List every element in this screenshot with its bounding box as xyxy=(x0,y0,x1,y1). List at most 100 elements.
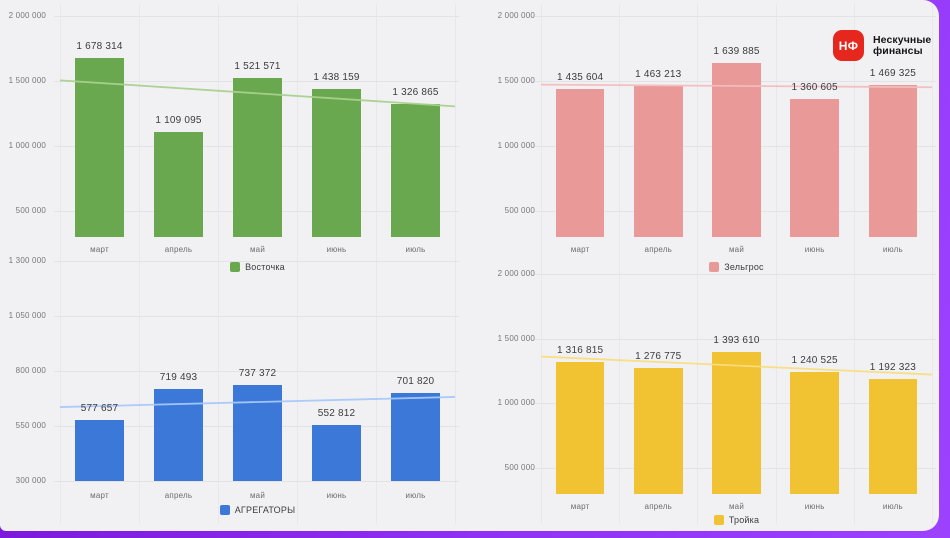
bar-value-label: 1 316 815 xyxy=(556,345,604,357)
horizontal-gridline xyxy=(54,481,459,482)
bar-value-label: 1 521 571 xyxy=(234,61,281,73)
bar-июль xyxy=(391,392,440,481)
vertical-gridline xyxy=(853,251,855,524)
bar-июль xyxy=(868,84,918,237)
legend-2: Зельгрос xyxy=(541,261,932,273)
bar-value-label: 1 326 865 xyxy=(392,86,439,98)
bar-май xyxy=(233,78,282,237)
y-axis-tick-label: 1 050 000 xyxy=(8,311,46,320)
bar-июнь xyxy=(790,372,839,494)
bar-июль xyxy=(391,103,440,237)
legend-1: Восточка xyxy=(60,261,455,273)
bar-value-label: 1 276 775 xyxy=(635,350,682,362)
horizontal-gridline xyxy=(54,261,459,262)
y-axis-tick-label: 2 000 000 xyxy=(497,269,535,278)
category-label: июль xyxy=(405,491,426,500)
bar-value-label: 1 360 605 xyxy=(791,82,838,94)
bar-value-label: 1 678 314 xyxy=(76,40,123,52)
category-label: июнь xyxy=(326,491,347,500)
category-label: май xyxy=(728,245,744,254)
category-label: июнь xyxy=(804,502,825,511)
vertical-gridline xyxy=(297,4,298,251)
brand-logo: НФ Нескучные финансы xyxy=(833,30,931,61)
bar-value-label: 1 438 159 xyxy=(313,72,360,84)
bar-июнь xyxy=(790,99,839,237)
y-axis-tick-label: 2 000 000 xyxy=(497,11,535,20)
horizontal-gridline xyxy=(535,274,936,275)
vertical-gridline xyxy=(932,4,933,251)
legend-swatch xyxy=(230,262,241,272)
vertical-gridline xyxy=(697,4,699,251)
bar-май xyxy=(233,384,282,481)
vertical-gridline xyxy=(297,251,298,524)
legend-swatch xyxy=(713,515,724,525)
y-axis-tick-label: 2 000 000 xyxy=(8,11,46,20)
brand-name: Нескучные финансы xyxy=(873,33,932,57)
bar-value-label: 1 639 885 xyxy=(713,45,760,57)
bar-value-label: 1 192 323 xyxy=(869,361,917,373)
vertical-gridline xyxy=(541,251,542,524)
category-label: апрель xyxy=(164,245,193,254)
vertical-gridline xyxy=(619,4,621,251)
category-label: июнь xyxy=(804,245,825,254)
category-label: март xyxy=(570,502,590,511)
bar-value-label: 1 435 604 xyxy=(556,72,604,84)
bar-май xyxy=(712,352,761,494)
vertical-gridline xyxy=(139,4,140,251)
category-label: март xyxy=(90,245,109,254)
vertical-gridline xyxy=(60,251,61,524)
vertical-gridline xyxy=(541,4,542,251)
category-label: июль xyxy=(405,245,426,254)
bar-март xyxy=(75,57,124,237)
bar-value-label: 701 820 xyxy=(396,375,435,387)
bar-март xyxy=(75,419,124,481)
category-label: март xyxy=(570,245,590,254)
legend-label: Восточка xyxy=(245,262,285,272)
legend-3: АГРЕГАТОРЫ xyxy=(60,504,455,516)
y-axis-tick-label: 800 000 xyxy=(15,366,46,375)
bar-апрель xyxy=(154,388,203,481)
horizontal-gridline xyxy=(54,16,459,17)
brand-name-line1: Нескучные xyxy=(873,33,932,46)
vertical-gridline xyxy=(697,251,699,524)
legend-label: Зельгрос xyxy=(724,262,764,272)
category-label: май xyxy=(249,245,266,254)
bar-value-label: 1 109 095 xyxy=(155,114,202,126)
bar-value-label: 1 463 213 xyxy=(635,68,682,80)
vertical-gridline xyxy=(775,4,777,251)
y-axis-tick-label: 1 000 000 xyxy=(497,398,535,408)
vertical-gridline xyxy=(619,251,621,524)
y-axis-tick-label: 1 500 000 xyxy=(497,333,535,343)
category-label: апрель xyxy=(164,491,193,500)
horizontal-gridline xyxy=(54,316,459,317)
bar-value-label: 577 657 xyxy=(80,402,119,414)
y-axis-tick-label: 1 000 000 xyxy=(8,141,46,150)
bar-март xyxy=(555,89,605,237)
bar-май xyxy=(712,62,761,237)
y-axis-tick-label: 500 000 xyxy=(15,206,46,215)
legend-label: АГРЕГАТОРЫ xyxy=(234,505,296,515)
vertical-gridline xyxy=(455,4,456,251)
bar-value-label: 552 812 xyxy=(317,408,356,420)
vertical-gridline xyxy=(60,4,61,251)
category-label: май xyxy=(728,502,744,511)
horizontal-gridline xyxy=(535,16,936,17)
category-label: апрель xyxy=(644,245,672,254)
legend-swatch xyxy=(709,262,720,272)
category-label: июль xyxy=(882,502,903,511)
bar-value-label: 737 372 xyxy=(238,367,277,379)
vertical-gridline xyxy=(932,251,933,524)
y-axis-tick-label: 300 000 xyxy=(15,476,46,485)
y-axis-tick-label: 1 300 000 xyxy=(8,256,46,265)
legend-swatch xyxy=(219,505,230,515)
vertical-gridline xyxy=(376,4,377,251)
vertical-gridline xyxy=(139,251,140,524)
bar-апрель xyxy=(154,131,203,237)
vertical-gridline xyxy=(376,251,377,524)
bar-value-label: 1 469 325 xyxy=(869,67,917,79)
y-axis-tick-label: 500 000 xyxy=(504,206,535,215)
vertical-gridline xyxy=(775,251,777,524)
category-label: март xyxy=(90,491,109,500)
vertical-gridline xyxy=(853,4,855,251)
brand-name-line2: финансы xyxy=(873,44,923,57)
